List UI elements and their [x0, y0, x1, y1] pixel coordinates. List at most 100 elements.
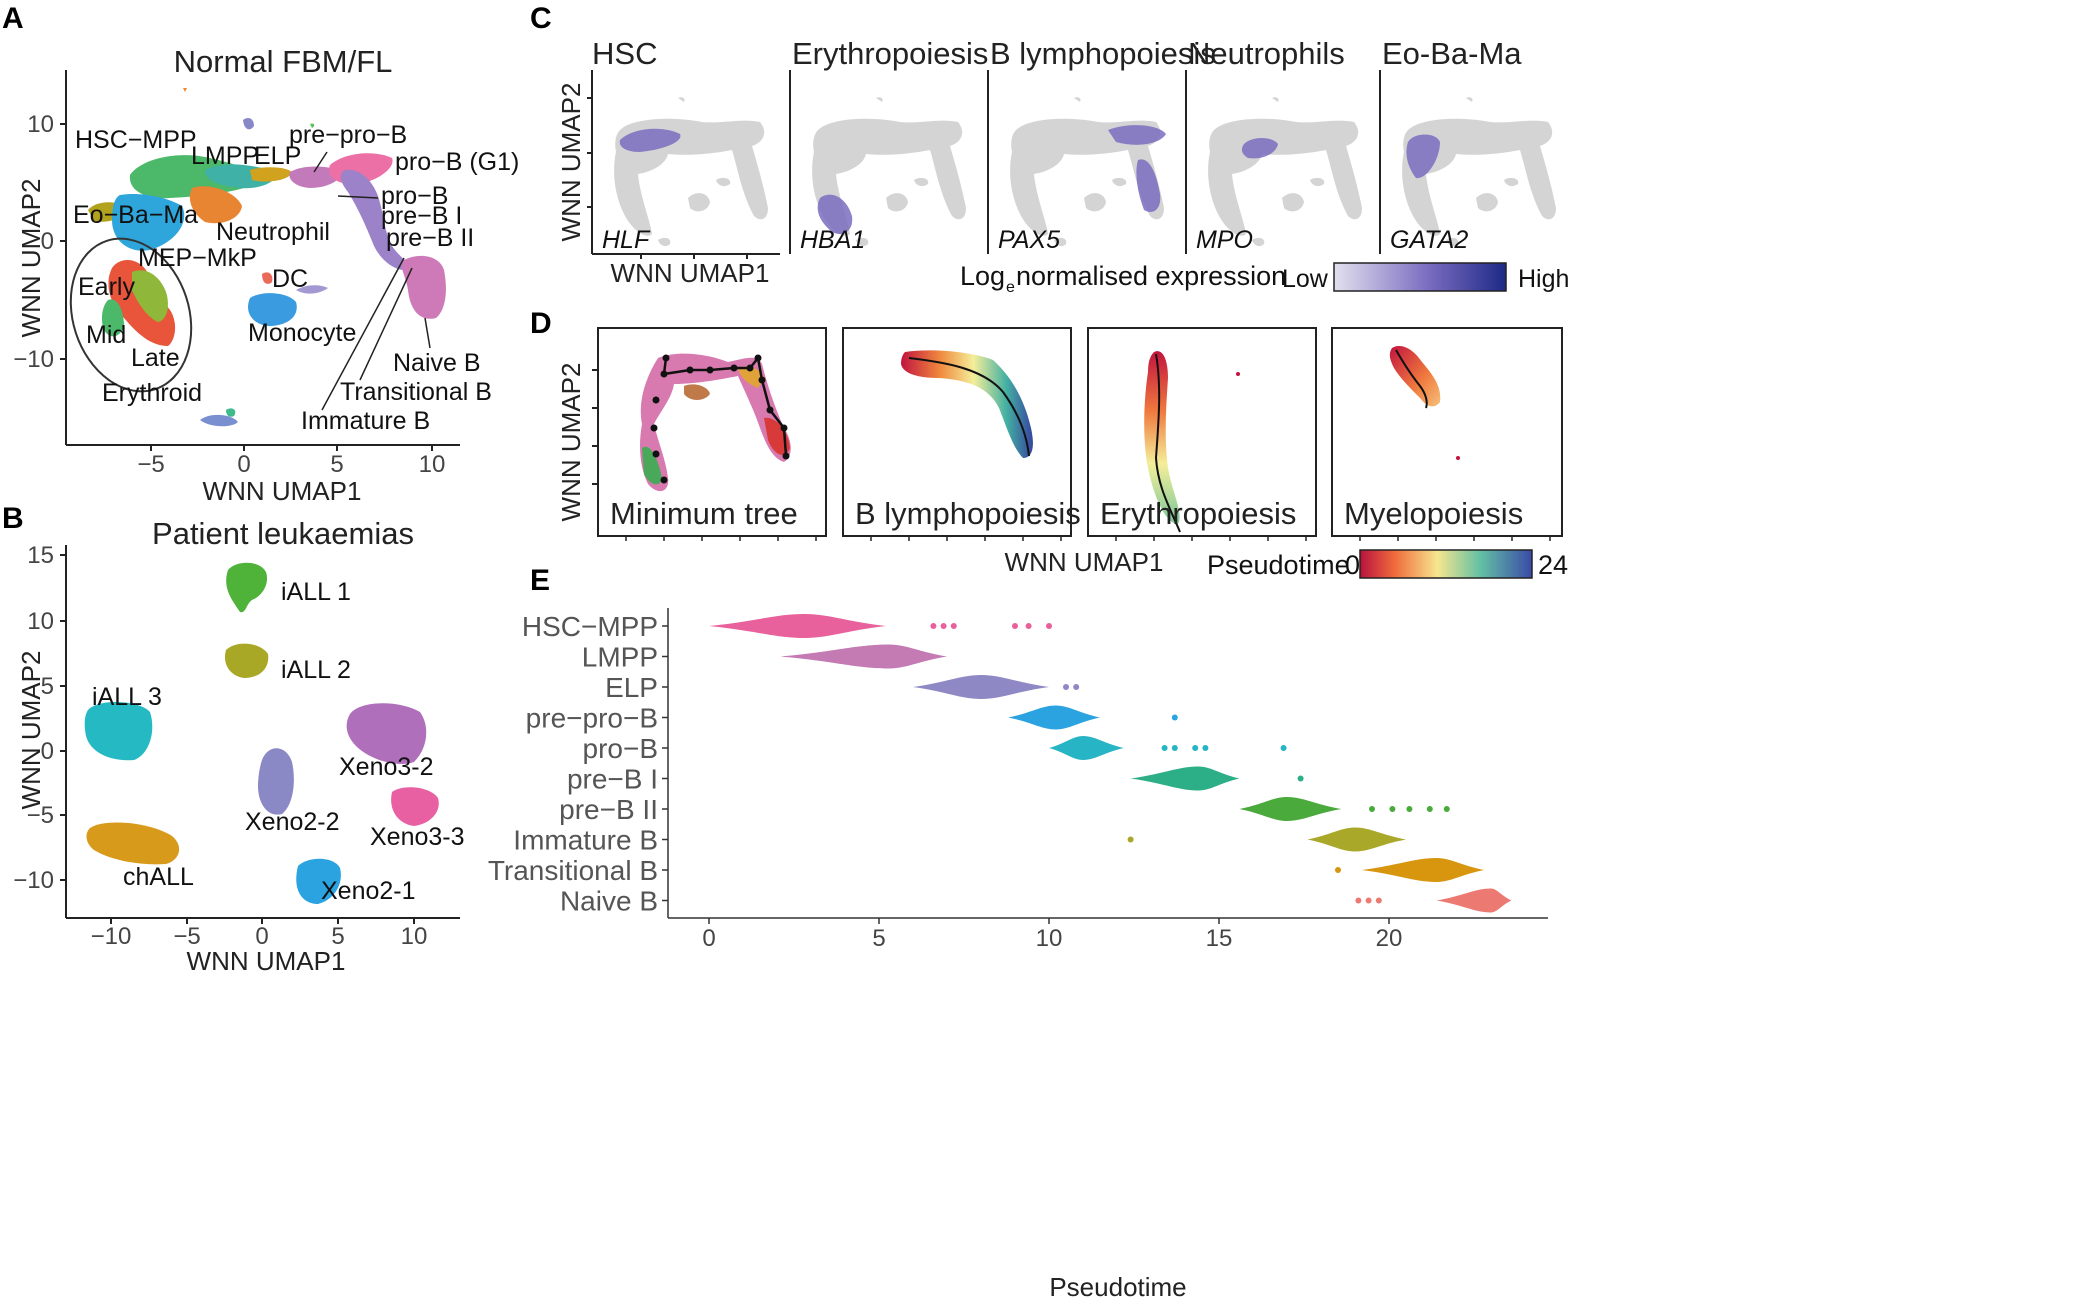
cluster-erythroid-late: [101, 299, 124, 337]
c-legend-high: High: [1518, 265, 1569, 293]
c-map-expression-hotspot: [619, 128, 681, 152]
d-tree-node: [660, 476, 668, 484]
e-xlabel: Pseudotime: [1049, 1272, 1186, 1302]
e-category-label: Naive B: [560, 886, 658, 917]
c-map-gene: PAX5: [998, 226, 1060, 254]
e-outlier-point: [1335, 867, 1341, 873]
a-ytick-10: 10: [27, 111, 54, 138]
label-erythroid: Erythroid: [102, 379, 202, 407]
d-tree-node: [652, 396, 660, 404]
e-outlier-point: [1192, 745, 1199, 751]
c-legend-title-sub: e: [1006, 279, 1015, 296]
label-immature-b: Immature B: [301, 407, 430, 435]
c-legend-gradient: [1333, 262, 1507, 292]
e-violin-3: [1008, 705, 1100, 730]
d-legend-max: 24: [1538, 550, 1568, 580]
e-outlier-point: [1202, 745, 1209, 751]
e-outlier-point: [1355, 897, 1362, 904]
a-xtick-m5: −5: [137, 451, 164, 478]
d-ery-curve: [1154, 353, 1181, 533]
c-map-gene: GATA2: [1390, 226, 1468, 254]
b-xtick-m10: −10: [91, 923, 132, 950]
label-eo-ba-ma: Eo−Ba−Ma: [73, 201, 198, 229]
e-violin-5: [1130, 766, 1240, 791]
d-b-trajectory-cells: [901, 350, 1033, 458]
d-tree-node: [650, 424, 658, 432]
label-pre-b-i: pre−B I: [381, 202, 462, 230]
c-map-manifold: [1010, 118, 1164, 236]
d-legend-gradient: [1359, 549, 1533, 579]
label-hsc-mpp: HSC−MPP: [75, 126, 197, 154]
d-tree-node: [706, 366, 714, 374]
cluster-erythroid-mid: [132, 270, 168, 322]
e-violin-6: [1239, 797, 1342, 821]
d-legend: Pseudotime 0 24: [1207, 549, 1568, 580]
label-iall3: iALL 3: [92, 683, 162, 711]
e-violin-4: [1049, 736, 1124, 760]
a-xtick-0: 0: [237, 451, 250, 478]
label-elp: ELP: [254, 142, 301, 170]
d-tree-node: [746, 364, 754, 372]
cluster-chall: [86, 822, 180, 865]
b-xtick-m5: −5: [173, 923, 200, 950]
panel-b-clusters: [84, 562, 439, 904]
c-map-0: HSC HLF: [592, 36, 768, 254]
e-violin-7: [1307, 827, 1406, 852]
b-ytick-m10: −10: [13, 867, 54, 894]
label-chall: chALL: [123, 863, 194, 891]
label-late: Late: [131, 344, 180, 372]
label-pre-b-ii: pre−B II: [386, 224, 474, 252]
e-category-label: pre−B II: [559, 794, 658, 825]
c-map-manifold: [812, 118, 966, 236]
e-xtick: 0: [702, 925, 715, 952]
e-outlier-point: [1406, 806, 1413, 812]
label-iall1: iALL 1: [281, 578, 351, 606]
e-category-label: Immature B: [513, 825, 658, 856]
d-map-title: B lymphopoiesis: [855, 496, 1081, 531]
e-xtick: 10: [1036, 925, 1063, 952]
d-tree-node: [652, 450, 660, 458]
cluster-xeno2-1: [296, 858, 341, 904]
e-outlier-point: [940, 623, 947, 629]
b-ytick-15: 15: [27, 542, 54, 569]
c-xlabel: WNN UMAP1: [611, 258, 770, 288]
a-ylabel: WNN UMAP2: [16, 179, 46, 338]
label-xeno3-2: Xeno3-2: [339, 753, 434, 781]
cluster-iall2: [224, 643, 269, 678]
c-legend-title-post: normalised expression: [1016, 261, 1286, 291]
e-outlier-point: [1046, 623, 1052, 629]
e-violin-1: [780, 644, 947, 669]
cluster-xeno2-2: [258, 748, 294, 815]
c-map-title: B lymphopoiesis: [990, 36, 1216, 71]
e-outlier-point: [1025, 623, 1032, 629]
d-map-3: Myelopoiesis: [1331, 327, 1563, 541]
label-pro-b: pro−B: [381, 182, 448, 210]
label-neutrophil: Neutrophil: [216, 218, 330, 246]
cluster-xeno3-2: [346, 703, 427, 765]
e-outlier-point: [1369, 806, 1375, 812]
d-tree-node: [754, 354, 762, 362]
c-map-expression-hotspot: [1406, 134, 1440, 179]
c-map-gene: HBA1: [800, 226, 865, 254]
e-xtick: 5: [872, 925, 885, 952]
label-naive-b: Naive B: [393, 349, 481, 377]
panel-a-axes: [60, 70, 460, 451]
a-xtick-10: 10: [419, 451, 446, 478]
a-ytick-0: 0: [41, 228, 54, 255]
label-pre-pro-b: pre−pro−B: [289, 121, 407, 149]
e-outlier-point: [950, 623, 957, 629]
e-category-label: pre−B I: [567, 764, 658, 795]
c-map-gene: HLF: [602, 226, 651, 254]
e-outlier-point: [1073, 684, 1080, 690]
e-outlier-point: [1375, 897, 1382, 904]
label-lmpp: LMPP: [191, 142, 259, 170]
d-tree-node: [660, 370, 668, 378]
d-map-frame: [597, 327, 827, 537]
b-xtick-10: 10: [401, 923, 428, 950]
e-outlier-point: [1171, 714, 1178, 721]
cluster-small-bottom: [200, 414, 238, 427]
a-xtick-5: 5: [330, 451, 343, 478]
cluster-elp: [250, 167, 292, 182]
b-xtick-0: 0: [255, 923, 268, 950]
